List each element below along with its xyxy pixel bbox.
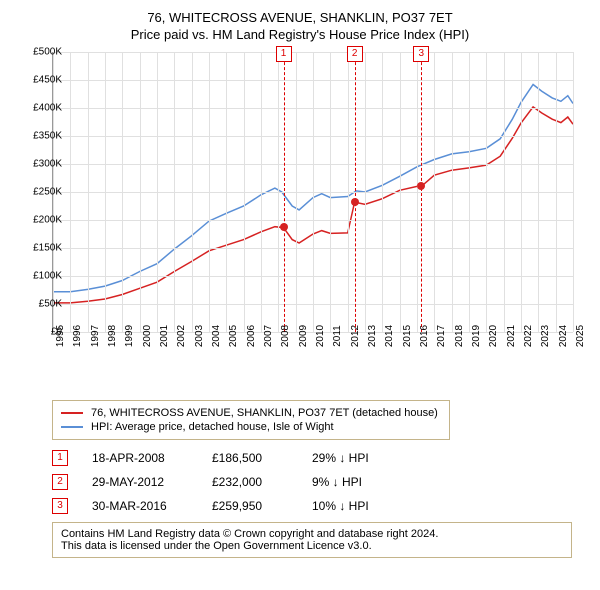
sales-delta: 10% ↓ HPI: [312, 499, 432, 513]
x-axis-label: 2003: [194, 325, 205, 347]
sales-delta: 9% ↓ HPI: [312, 475, 432, 489]
sales-date: 18-APR-2008: [92, 451, 212, 465]
y-axis-label: £350K: [33, 130, 62, 141]
x-axis-label: 2015: [402, 325, 413, 347]
event-marker: 1: [276, 46, 292, 62]
x-axis-label: 2022: [523, 325, 534, 347]
x-axis-label: 2011: [332, 325, 343, 347]
chart-subtitle: Price paid vs. HM Land Registry's House …: [14, 27, 586, 44]
x-axis-label: 2016: [419, 325, 430, 347]
x-axis-label: 2014: [384, 325, 395, 347]
y-axis-label: £150K: [33, 242, 62, 253]
plot-area: 123: [52, 52, 573, 333]
legend-label: HPI: Average price, detached house, Isle…: [91, 421, 334, 433]
x-axis-label: 1996: [72, 325, 83, 347]
x-axis-label: 2013: [367, 325, 378, 347]
y-axis-label: £450K: [33, 74, 62, 85]
x-axis-label: 2019: [471, 325, 482, 347]
x-axis-label: 2010: [315, 325, 326, 347]
legend-item: 76, WHITECROSS AVENUE, SHANKLIN, PO37 7E…: [61, 406, 441, 420]
sales-row: 1 18-APR-2008£186,50029% ↓ HPI: [52, 450, 586, 466]
chart-title: 76, WHITECROSS AVENUE, SHANKLIN, PO37 7E…: [14, 10, 586, 27]
event-marker: 3: [413, 46, 429, 62]
x-axis-label: 2021: [506, 325, 517, 347]
y-axis-label: £200K: [33, 214, 62, 225]
x-axis-label: 2009: [298, 325, 309, 347]
event-dot: [280, 223, 288, 231]
x-axis-label: 1997: [90, 325, 101, 347]
sales-price: £232,000: [212, 475, 312, 489]
y-axis-label: £300K: [33, 158, 62, 169]
sales-price: £259,950: [212, 499, 312, 513]
x-axis-label: 2018: [454, 325, 465, 347]
x-axis-label: 2004: [211, 325, 222, 347]
event-dot: [351, 198, 359, 206]
x-axis-label: 1995: [55, 325, 66, 347]
sales-row: 2 29-MAY-2012£232,0009% ↓ HPI: [52, 474, 586, 490]
x-axis-label: 2007: [263, 325, 274, 347]
x-axis-label: 2006: [246, 325, 257, 347]
x-axis-label: 2012: [350, 325, 361, 347]
legend-item: HPI: Average price, detached house, Isle…: [61, 420, 441, 434]
x-axis-label: 2017: [436, 325, 447, 347]
legend-swatch: [61, 412, 83, 414]
x-axis-label: 2023: [540, 325, 551, 347]
x-axis-label: 2001: [159, 325, 170, 347]
sales-table: 1 18-APR-2008£186,50029% ↓ HPI 2 29-MAY-201…: [52, 450, 586, 514]
sales-row: 3 30-MAR-2016£259,95010% ↓ HPI: [52, 498, 586, 514]
x-axis-label: 2000: [142, 325, 153, 347]
sales-index-box: 1: [52, 450, 68, 466]
y-axis-label: £100K: [33, 270, 62, 281]
event-dot: [417, 182, 425, 190]
x-axis-label: 2020: [488, 325, 499, 347]
x-axis-label: 1999: [124, 325, 135, 347]
x-axis-label: 1998: [107, 325, 118, 347]
x-axis-label: 2008: [280, 325, 291, 347]
legend-label: 76, WHITECROSS AVENUE, SHANKLIN, PO37 7E…: [91, 407, 438, 419]
x-axis-label: 2024: [558, 325, 569, 347]
legend-box: 76, WHITECROSS AVENUE, SHANKLIN, PO37 7E…: [52, 400, 450, 440]
x-axis-label: 2025: [575, 325, 586, 347]
x-axis-label: 2002: [176, 325, 187, 347]
attribution-line: This data is licensed under the Open Gov…: [61, 540, 563, 552]
sales-delta: 29% ↓ HPI: [312, 451, 432, 465]
attribution-box: Contains HM Land Registry data © Crown c…: [52, 522, 572, 558]
y-axis-label: £400K: [33, 102, 62, 113]
chart-titles: 76, WHITECROSS AVENUE, SHANKLIN, PO37 7E…: [14, 10, 586, 44]
y-axis-label: £50K: [39, 298, 62, 309]
y-axis-label: £250K: [33, 186, 62, 197]
sales-index-box: 2: [52, 474, 68, 490]
sales-index-box: 3: [52, 498, 68, 514]
legend-swatch: [61, 426, 83, 428]
x-axis-label: 2005: [228, 325, 239, 347]
event-marker: 2: [347, 46, 363, 62]
attribution-line: Contains HM Land Registry data © Crown c…: [61, 528, 563, 540]
y-axis-label: £500K: [33, 46, 62, 57]
sales-date: 29-MAY-2012: [92, 475, 212, 489]
chart-area: 123 £0£50K£100K£150K£200K£250K£300K£350K…: [52, 52, 586, 352]
sales-price: £186,500: [212, 451, 312, 465]
sales-date: 30-MAR-2016: [92, 499, 212, 513]
